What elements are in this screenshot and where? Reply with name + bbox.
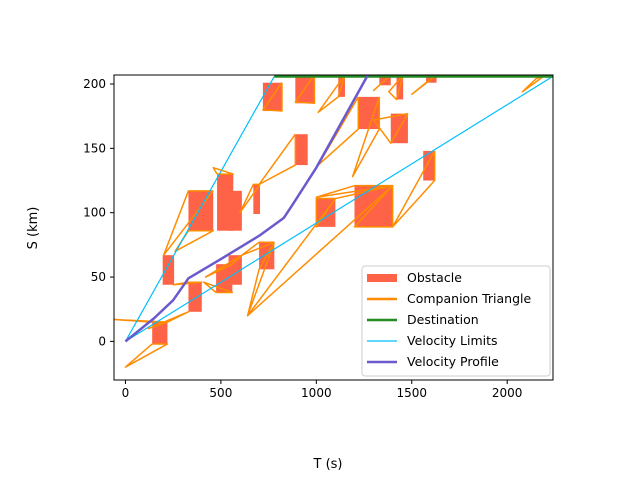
companion-triangles [114, 75, 546, 368]
companion-triangle [204, 254, 243, 278]
y-tick-label: 50 [91, 270, 106, 284]
obstacle [253, 184, 261, 214]
legend-label: Obstacle [407, 270, 462, 285]
legend-frame [361, 265, 551, 377]
obstacle [188, 190, 214, 231]
companion-triangle [162, 190, 214, 256]
x-axis-ticks: 0 500 1000 1500 2000 [122, 380, 523, 400]
companion-triangle [391, 150, 436, 228]
y-axis-ticks: 0 50 100 150 200 [83, 77, 114, 348]
legend-label: Velocity Profile [407, 354, 499, 369]
velocity-profile [124, 75, 369, 343]
companion-triangle [372, 75, 392, 92]
companion-triangle [172, 281, 203, 286]
y-tick-label: 200 [83, 77, 106, 91]
companion-triangle [353, 184, 394, 228]
legend-label: Destination [407, 312, 479, 327]
companion-triangle [202, 281, 234, 294]
velocity-limit-line [124, 75, 275, 342]
obstacle [228, 190, 242, 231]
obstacle [188, 282, 202, 312]
x-tick-label: 1000 [301, 386, 332, 400]
x-tick-label: 0 [122, 386, 130, 400]
legend: Obstacle Companion Triangle Destination Vel… [361, 265, 551, 377]
companion-triangle [317, 75, 346, 114]
legend-swatch [367, 274, 397, 282]
y-axis-label: S (km) [26, 207, 41, 250]
obstacle [152, 322, 168, 344]
companion-triangle [124, 343, 169, 368]
y-tick-label: 100 [83, 206, 106, 220]
companion-triangle [411, 75, 438, 96]
y-tick-label: 0 [98, 334, 106, 348]
companion-triangle [212, 166, 235, 175]
plot-area [114, 75, 553, 368]
companion-triangle [372, 112, 409, 144]
companion-triangle [246, 241, 276, 317]
companion-triangle [241, 241, 275, 256]
x-tick-label: 500 [209, 386, 232, 400]
companion-triangle [239, 183, 261, 214]
legend-label: Velocity Limits [407, 333, 498, 348]
velocity-limits [124, 75, 553, 342]
legend-label: Companion Triangle [407, 291, 531, 306]
companion-triangle [315, 197, 337, 228]
x-axis-label: T (s) [313, 457, 343, 472]
companion-triangle [114, 318, 169, 323]
obstacle [228, 255, 242, 285]
companion-triangle [388, 75, 404, 101]
obstacle [216, 264, 233, 293]
companion-triangle [317, 96, 360, 166]
companion-triangle [294, 75, 316, 105]
obstacle [162, 255, 175, 285]
x-tick-label: 1500 [396, 386, 427, 400]
companion-triangle [258, 133, 297, 186]
companion-triangle [351, 96, 381, 178]
y-tick-label: 150 [83, 141, 106, 155]
x-tick-label: 2000 [492, 386, 523, 400]
plot-frame [113, 74, 554, 381]
companion-triangle [315, 184, 393, 199]
obstacle [295, 134, 308, 166]
velocity-limit-line [125, 75, 553, 342]
companion-triangle [246, 184, 394, 317]
companion-triangle [147, 311, 190, 330]
velocity-profile-line [124, 75, 369, 343]
companion-triangle [262, 82, 283, 112]
obstacle [423, 150, 435, 181]
